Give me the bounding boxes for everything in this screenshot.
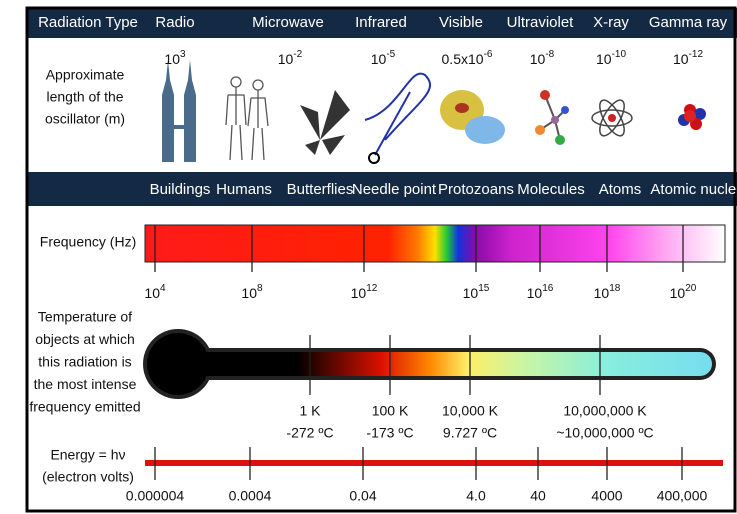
length-value: 103 — [164, 49, 186, 67]
base: 10 — [241, 285, 257, 301]
exponent: 4 — [160, 283, 166, 294]
row-label: oscillator (m) — [45, 111, 125, 127]
header-title: Radiation Type — [38, 14, 138, 31]
energy-value: 400,000 — [657, 488, 708, 504]
frequency-bar — [144, 224, 726, 263]
row-label: frequency emitted — [29, 399, 140, 415]
row-label: objects at which — [35, 331, 135, 347]
length-value: 0.5x10-6 — [442, 49, 493, 67]
row-label: length of the — [46, 89, 123, 105]
object-name: Atoms — [599, 181, 642, 198]
labels: Radiation Type Radio Microwave Infrared Visi… — [29, 14, 737, 504]
frequency-value: 1012 — [351, 283, 378, 301]
row-label: Approximate — [46, 67, 125, 83]
object-name: Protozoans — [438, 181, 514, 198]
length-value: 10-2 — [278, 49, 303, 67]
energy-line — [145, 460, 723, 466]
exponent: 15 — [478, 283, 490, 294]
objects-bar — [28, 172, 737, 206]
frequency-value: 1018 — [594, 283, 621, 301]
row-label: Frequency (Hz) — [40, 234, 136, 250]
row-label: (electron volts) — [42, 469, 134, 485]
exponent: -10 — [612, 49, 627, 60]
base: 10 — [594, 285, 610, 301]
kelvin: 10,000 K — [442, 403, 499, 419]
exponent: -12 — [689, 49, 704, 60]
energy-value: 4.0 — [466, 488, 486, 504]
frequency-value: 108 — [241, 283, 263, 301]
energy-value: 4000 — [591, 488, 622, 504]
band-name: Gamma ray — [649, 14, 728, 31]
base: 10 — [463, 285, 479, 301]
row-label: the most intense — [34, 376, 137, 392]
base: 10 — [351, 285, 367, 301]
thermometer-tube — [180, 352, 712, 376]
length-value: 10-12 — [673, 49, 703, 67]
celsius: -272 ºC — [286, 425, 333, 441]
frequency-value: 1016 — [527, 283, 554, 301]
object-name: Butterflies — [287, 181, 354, 198]
band-name: Radio — [155, 14, 194, 31]
band-name: Ultraviolet — [507, 14, 575, 31]
object-name: Humans — [216, 181, 272, 198]
exponent: 3 — [180, 49, 186, 60]
energy-value: 0.000004 — [126, 488, 185, 504]
base: 0.5x10 — [442, 51, 484, 67]
base: 10 — [278, 51, 294, 67]
base: 10 — [530, 51, 546, 67]
exponent: -8 — [545, 49, 554, 60]
base: 10 — [670, 285, 686, 301]
frequency-value: 104 — [144, 283, 166, 301]
celsius: ~10,000,000 ºC — [556, 425, 653, 441]
length-value: 10-8 — [530, 49, 555, 67]
base: 10 — [371, 51, 387, 67]
length-value: 10-10 — [596, 49, 626, 67]
thermometer-bulb — [147, 333, 209, 395]
energy-value: 0.04 — [349, 488, 376, 504]
icons — [162, 60, 706, 164]
frequency-value: 1020 — [670, 283, 697, 301]
exponent: -2 — [293, 49, 302, 60]
exponent: 18 — [609, 283, 621, 294]
energy-value: 40 — [530, 488, 546, 504]
object-name: Molecules — [517, 181, 585, 198]
frame — [25, 6, 737, 513]
length-value: 10-5 — [371, 49, 396, 67]
energy-value: 0.0004 — [229, 488, 272, 504]
object-name: Atomic nuclei — [650, 181, 737, 198]
base: 10 — [673, 51, 689, 67]
exponent: 8 — [257, 283, 263, 294]
base: 10 — [527, 285, 543, 301]
band-name: Infrared — [355, 14, 407, 31]
exponent: 12 — [366, 283, 378, 294]
exponent: -6 — [484, 49, 493, 60]
row-label: Energy = hν — [50, 447, 125, 463]
base: 10 — [596, 51, 612, 67]
band-name: Microwave — [252, 14, 324, 31]
band-name: Visible — [439, 14, 483, 31]
exponent: -5 — [386, 49, 395, 60]
base: 10 — [144, 285, 160, 301]
celsius: -173 ºC — [366, 425, 413, 441]
base: 10 — [164, 51, 180, 67]
kelvin: 1 K — [299, 403, 321, 419]
frequency-value: 1015 — [463, 283, 490, 301]
celsius: 9.727 ºC — [443, 425, 497, 441]
object-name: Needle point — [352, 181, 437, 198]
kelvin: 10,000,000 K — [563, 403, 647, 419]
kelvin: 100 K — [372, 403, 409, 419]
exponent: 16 — [542, 283, 554, 294]
object-name: Buildings — [150, 181, 211, 198]
header-bar — [28, 8, 737, 38]
exponent: 20 — [685, 283, 697, 294]
band-name: X-ray — [593, 14, 629, 31]
row-label: this radiation is — [38, 354, 131, 370]
row-label: Temperature of — [38, 309, 132, 325]
